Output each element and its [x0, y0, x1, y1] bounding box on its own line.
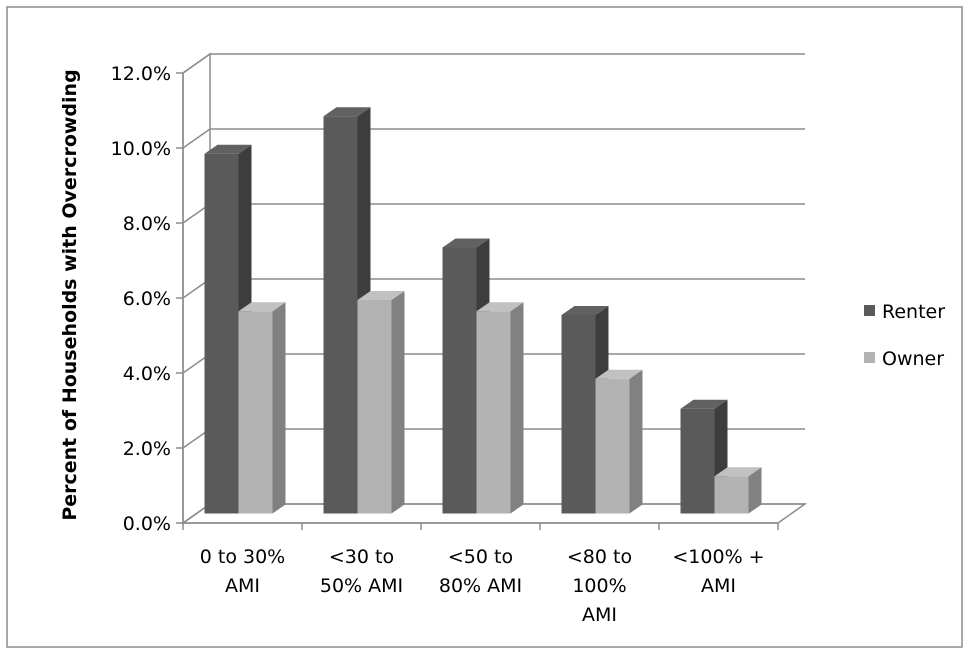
- bar-renter: [680, 408, 715, 514]
- bar-owner-top: [238, 302, 286, 312]
- bar-renter-top: [323, 107, 371, 117]
- y-tick-label: 10.0%: [111, 138, 171, 160]
- gridline-side: [182, 128, 211, 149]
- legend-label-renter: Renter: [882, 301, 945, 323]
- bar-owner-side: [748, 467, 762, 514]
- axes: [176, 72, 779, 530]
- x-tick-label-line: 80% AMI: [439, 575, 522, 597]
- bar-renter: [561, 315, 596, 514]
- x-tick-label: <30 to 50% AMI: [320, 546, 403, 597]
- x-tick-label-line: <80 to: [567, 546, 632, 568]
- bar-renter: [323, 116, 358, 514]
- x-tick-labels: 0 to 30% AMI <30 to 50% AMI <50 to 80% AMI <80…: [200, 546, 765, 626]
- bar-owner-side: [272, 302, 286, 514]
- legend: Renter Owner: [864, 301, 945, 370]
- bar-owner: [476, 311, 511, 514]
- x-tick-label: <80 to 100% AMI: [567, 546, 632, 626]
- bar-owner: [714, 476, 749, 514]
- x-tick-label-line: AMI: [225, 575, 260, 597]
- bar-renter-top: [561, 306, 609, 315]
- x-tick-label-line: <30 to: [329, 546, 394, 568]
- bar-owner-top: [357, 291, 405, 300]
- bar-renter-top: [680, 399, 728, 409]
- bar-owner: [238, 311, 273, 514]
- bars: [204, 107, 762, 514]
- bar-renter: [442, 247, 477, 514]
- y-tick-label: 0.0%: [123, 513, 171, 535]
- bar-owner: [595, 378, 630, 514]
- x-tick-label-line: AMI: [582, 604, 617, 626]
- bar-owner-top: [476, 302, 524, 312]
- x-tick-label: <100% + AMI: [672, 546, 764, 597]
- y-tick-label: 8.0%: [123, 213, 171, 235]
- bar-owner-side: [629, 369, 643, 514]
- x-tick-label-line: 100%: [572, 575, 626, 597]
- x-tick-label: 0 to 30% AMI: [200, 546, 285, 597]
- bar-owner: [357, 300, 392, 514]
- x-tick-label-line: 0 to 30%: [200, 546, 285, 568]
- bar-renter-top: [442, 238, 490, 248]
- x-tick-label-line: <50 to: [448, 546, 513, 568]
- y-tick-label: 6.0%: [123, 288, 171, 310]
- y-tick-label: 4.0%: [123, 363, 171, 385]
- x-tick-label-line: AMI: [701, 575, 736, 597]
- y-tick-label: 2.0%: [123, 438, 171, 460]
- legend-swatch-renter: [864, 305, 875, 316]
- y-tick-label: 12.0%: [111, 63, 171, 85]
- legend-swatch-owner: [864, 352, 875, 363]
- legend-label-owner: Owner: [882, 348, 944, 370]
- x-tick-label-line: <100% +: [672, 546, 764, 568]
- bar-owner-top: [595, 369, 643, 379]
- bar-owner-side: [510, 302, 524, 514]
- y-axis-title: Percent of Households with Overcrowding: [59, 69, 81, 520]
- y-tick-labels: 0.0% 2.0% 4.0% 6.0% 8.0% 10.0% 12.0%: [111, 63, 171, 535]
- bar-renter-top: [204, 144, 252, 154]
- gridline-side: [182, 53, 211, 74]
- bar-owner-top: [714, 467, 762, 477]
- x-tick-label: <50 to 80% AMI: [439, 546, 522, 597]
- bar-renter: [204, 153, 239, 514]
- bar-owner-side: [391, 291, 405, 514]
- x-tick-label-line: 50% AMI: [320, 575, 403, 597]
